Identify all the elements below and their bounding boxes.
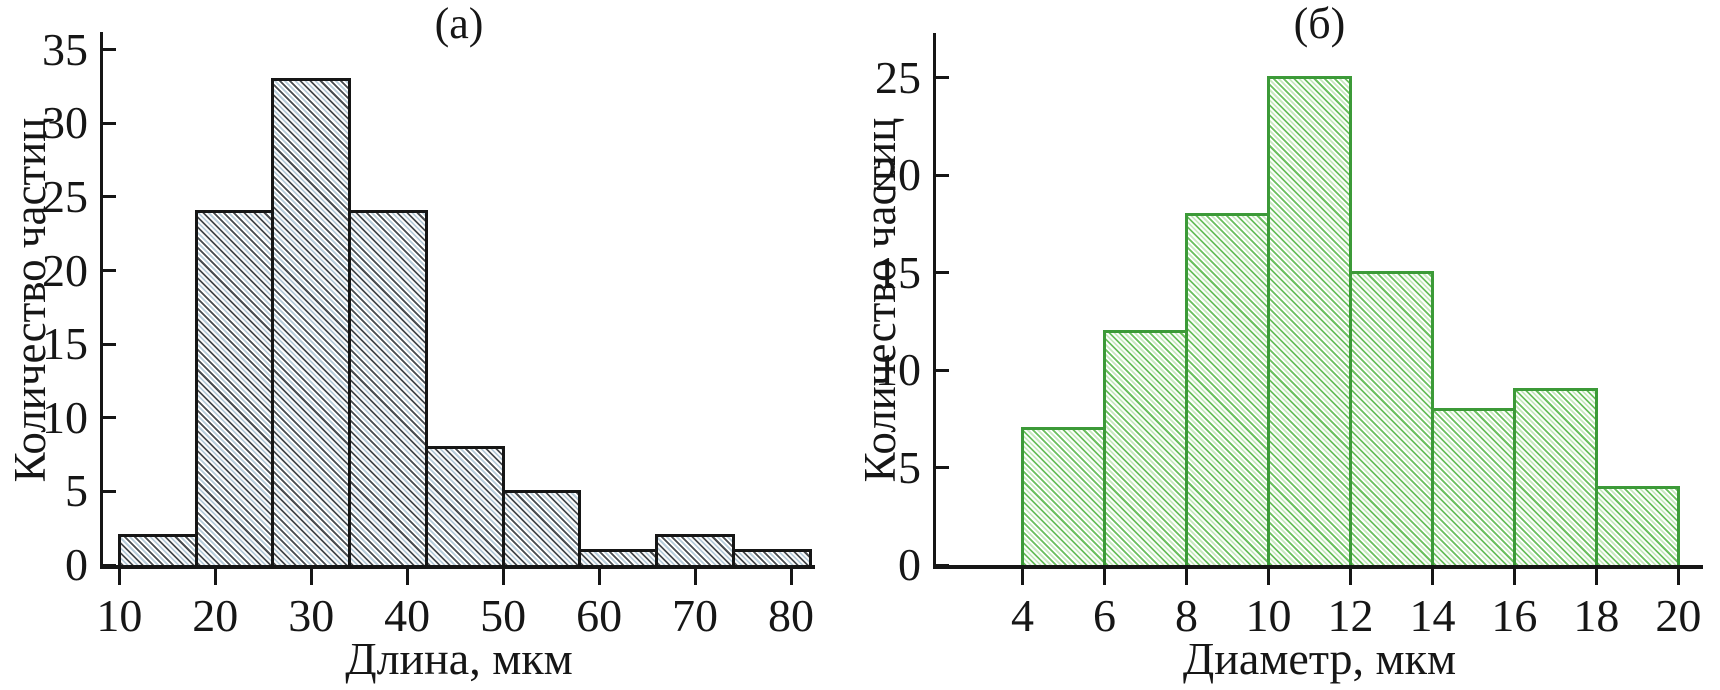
histogram-bar [1102, 329, 1188, 565]
x-axis-tick [117, 569, 121, 585]
x-tick-label: 14 [1409, 590, 1456, 641]
y-axis-tick [103, 48, 116, 52]
x-axis-tick [597, 569, 601, 585]
x-tick-label: 10 [1245, 590, 1292, 641]
x-axis-tick [213, 569, 217, 585]
chart-panel-b: (б) Диаметр, мкм Количество частиц 4 6 8 10… [855, 0, 1720, 690]
histogram-bar [731, 548, 812, 565]
x-axis-tick [1430, 569, 1434, 585]
histogram-bar [1184, 212, 1270, 565]
y-tick-label: 0 [65, 539, 88, 590]
y-tick-label: 20 [875, 149, 921, 201]
y-tick-label: 30 [42, 97, 88, 149]
y-axis-tick [103, 342, 116, 346]
x-axis-tick [1676, 569, 1680, 585]
x-axis-tick [1348, 569, 1352, 585]
histogram-bar [578, 548, 659, 565]
x-tick-label: 40 [384, 590, 431, 641]
chart-panel-a: (а) Длина, мкм Количество частиц 10 20 30 4… [5, 0, 815, 684]
y-axis-tick [103, 269, 116, 273]
y-axis-tick [936, 76, 949, 80]
y-tick-label: 5 [65, 465, 88, 517]
x-tick-label: 80 [768, 590, 814, 641]
histogram-bar [1430, 407, 1516, 565]
histogram-bar [424, 445, 505, 565]
x-axis-tick [1102, 569, 1106, 585]
y-tick-label: 0 [898, 539, 921, 590]
y-tick-label: 15 [42, 318, 88, 370]
histogram-bar [1266, 76, 1352, 565]
x-axis-tick [693, 569, 697, 585]
x-tick-label: 18 [1573, 590, 1620, 641]
x-axis-label: Длина, мкм [345, 633, 573, 684]
y-axis-tick [103, 121, 116, 125]
x-tick-label: 50 [480, 590, 527, 641]
y-axis-tick [936, 368, 949, 372]
y-tick-label: 35 [42, 23, 88, 75]
plot-area [100, 32, 815, 569]
y-axis-tick [936, 173, 949, 177]
histogram-bar [501, 489, 582, 565]
y-tick-label: 10 [42, 391, 88, 443]
y-tick-label: 15 [875, 246, 921, 298]
x-tick-label: 60 [576, 590, 623, 641]
y-axis-tick [936, 466, 949, 470]
x-tick-label: 10 [96, 590, 143, 641]
histogram-bar [271, 77, 352, 565]
x-tick-label: 30 [288, 590, 335, 641]
x-tick-label: 6 [1092, 590, 1116, 641]
y-tick-label: 25 [875, 51, 921, 103]
histogram-bar [1020, 427, 1106, 565]
y-axis-tick [103, 416, 116, 420]
y-tick-label: 20 [42, 244, 88, 296]
x-axis-tick [309, 569, 313, 585]
x-tick-label: 4 [1010, 590, 1034, 641]
x-tick-label: 8 [1174, 590, 1198, 641]
histogram-bar [1512, 388, 1598, 565]
y-axis-tick [103, 195, 116, 199]
y-axis-tick [936, 271, 949, 275]
x-axis-tick [1512, 569, 1516, 585]
y-axis-tick [103, 563, 116, 567]
x-tick-label: 12 [1327, 590, 1374, 641]
x-tick-label: 16 [1491, 590, 1538, 641]
x-tick-label: 70 [672, 590, 719, 641]
panel-title-a: (а) [434, 0, 484, 48]
histogram-bar [1348, 271, 1434, 565]
plot-area [933, 33, 1703, 569]
y-tick-label: 25 [42, 170, 88, 222]
histogram-bar [348, 210, 428, 565]
x-tick-label: 20 [192, 590, 239, 641]
x-axis-tick [789, 569, 793, 585]
y-axis-tick [103, 489, 116, 493]
histogram-bar [1594, 485, 1680, 565]
x-axis-tick [1184, 569, 1188, 585]
y-axis-tick [936, 563, 949, 567]
x-tick-label: 20 [1655, 590, 1702, 641]
histogram-bar [655, 534, 735, 565]
x-axis-tick [1266, 569, 1270, 585]
y-tick-label: 5 [898, 441, 921, 493]
histogram-bar [117, 534, 198, 565]
histogram-bar [194, 210, 275, 565]
x-axis-tick [501, 569, 505, 585]
panel-title-b: (б) [1293, 0, 1346, 48]
x-axis-label: Диаметр, мкм [1182, 633, 1457, 684]
x-axis-tick [405, 569, 409, 585]
y-tick-label: 10 [875, 344, 921, 396]
x-axis-tick [1020, 569, 1024, 585]
x-axis-tick [1594, 569, 1598, 585]
